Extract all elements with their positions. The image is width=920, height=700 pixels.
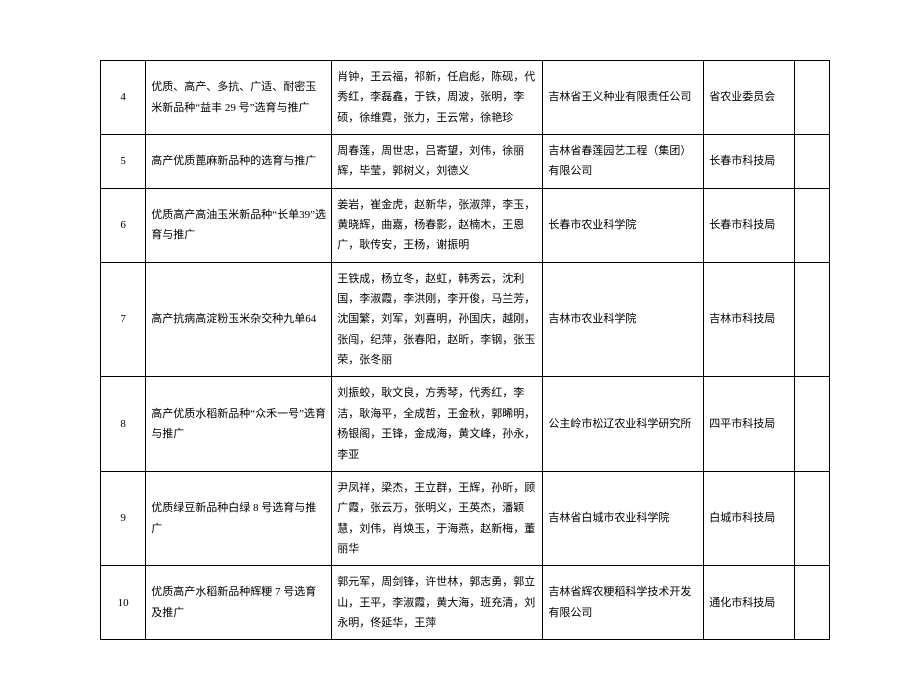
cell-empty — [794, 135, 829, 189]
cell-org: 公主岭市松辽农业科学研究所 — [543, 377, 704, 471]
table-body: 4优质、高产、多抗、广适、耐密玉米新品种“益丰 29 号”选育与推广肖钟，王云福… — [101, 61, 830, 640]
cell-org: 吉林省春莲园艺工程（集团）有限公司 — [543, 135, 704, 189]
cell-org: 吉林省白城市农业科学院 — [543, 471, 704, 565]
cell-people: 刘振蛟，耿文良，方秀琴，代秀红，李洁，耿海平，全成哲，王金秋，郭晞明，杨银阁，王… — [332, 377, 543, 471]
cell-people: 郭元军，周剑锋，许世林，郭志勇，郭立山，王平，李淑霞，黄大海，班充清，刘永明，佟… — [332, 566, 543, 640]
table-row: 7高产抗病高淀粉玉米杂交种九单64王铁成，杨立冬，赵虹，韩秀云，沈利国，李淑霞，… — [101, 262, 830, 377]
cell-rec: 四平市科技局 — [704, 377, 794, 471]
cell-org: 吉林省辉农粳稻科学技术开发有限公司 — [543, 566, 704, 640]
cell-name: 优质高产高油玉米新品种“长单39”选育与推广 — [146, 188, 332, 262]
cell-empty — [794, 471, 829, 565]
cell-idx: 4 — [101, 61, 146, 135]
cell-idx: 10 — [101, 566, 146, 640]
cell-idx: 8 — [101, 377, 146, 471]
cell-rec: 通化市科技局 — [704, 566, 794, 640]
cell-rec: 长春市科技局 — [704, 135, 794, 189]
cell-empty — [794, 262, 829, 377]
cell-idx: 5 — [101, 135, 146, 189]
cell-empty — [794, 566, 829, 640]
cell-idx: 9 — [101, 471, 146, 565]
table-row: 10优质高产水稻新品种辉粳 7 号选育及推广郭元军，周剑锋，许世林，郭志勇，郭立… — [101, 566, 830, 640]
cell-name: 高产优质蓖麻新品种的选育与推广 — [146, 135, 332, 189]
cell-idx: 6 — [101, 188, 146, 262]
cell-org: 吉林省王义种业有限责任公司 — [543, 61, 704, 135]
cell-empty — [794, 188, 829, 262]
cell-name: 优质、高产、多抗、广适、耐密玉米新品种“益丰 29 号”选育与推广 — [146, 61, 332, 135]
cell-people: 王铁成，杨立冬，赵虹，韩秀云，沈利国，李淑霞，李洪刚，李开俊，马兰芳，沈国繁，刘… — [332, 262, 543, 377]
cell-rec: 白城市科技局 — [704, 471, 794, 565]
cell-people: 尹凤祥，梁杰，王立群，王辉，孙昕，顾广霞，张云万，张明义，王英杰，潘颖慧，刘伟，… — [332, 471, 543, 565]
cell-org: 长春市农业科学院 — [543, 188, 704, 262]
cell-rec: 省农业委员会 — [704, 61, 794, 135]
table-row: 8高产优质水稻新品种“众禾一号”选育与推广刘振蛟，耿文良，方秀琴，代秀红，李洁，… — [101, 377, 830, 471]
cell-rec: 吉林市科技局 — [704, 262, 794, 377]
cell-name: 高产抗病高淀粉玉米杂交种九单64 — [146, 262, 332, 377]
table-row: 9优质绿豆新品种白绿 8 号选育与推广尹凤祥，梁杰，王立群，王辉，孙昕，顾广霞，… — [101, 471, 830, 565]
table-row: 4优质、高产、多抗、广适、耐密玉米新品种“益丰 29 号”选育与推广肖钟，王云福… — [101, 61, 830, 135]
table-row: 6优质高产高油玉米新品种“长单39”选育与推广姜岩，崔金虎，赵新华，张淑萍，李玉… — [101, 188, 830, 262]
cell-people: 周春莲，周世忠，吕寄望，刘伟，徐丽辉，毕莹，郭树义，刘德义 — [332, 135, 543, 189]
cell-empty — [794, 377, 829, 471]
cell-name: 优质绿豆新品种白绿 8 号选育与推广 — [146, 471, 332, 565]
table-row: 5高产优质蓖麻新品种的选育与推广周春莲，周世忠，吕寄望，刘伟，徐丽辉，毕莹，郭树… — [101, 135, 830, 189]
cell-name: 高产优质水稻新品种“众禾一号”选育与推广 — [146, 377, 332, 471]
cell-empty — [794, 61, 829, 135]
data-table: 4优质、高产、多抗、广适、耐密玉米新品种“益丰 29 号”选育与推广肖钟，王云福… — [100, 60, 830, 640]
cell-org: 吉林市农业科学院 — [543, 262, 704, 377]
cell-people: 姜岩，崔金虎，赵新华，张淑萍，李玉，黄晓辉，曲嘉，杨春影，赵楠木，王恩广，耿传安… — [332, 188, 543, 262]
cell-rec: 长春市科技局 — [704, 188, 794, 262]
cell-name: 优质高产水稻新品种辉粳 7 号选育及推广 — [146, 566, 332, 640]
cell-idx: 7 — [101, 262, 146, 377]
cell-people: 肖钟，王云福，祁新，任启彪，陈砚，代秀红，李磊鑫，于铁，周波，张明，李硕，徐维霓… — [332, 61, 543, 135]
